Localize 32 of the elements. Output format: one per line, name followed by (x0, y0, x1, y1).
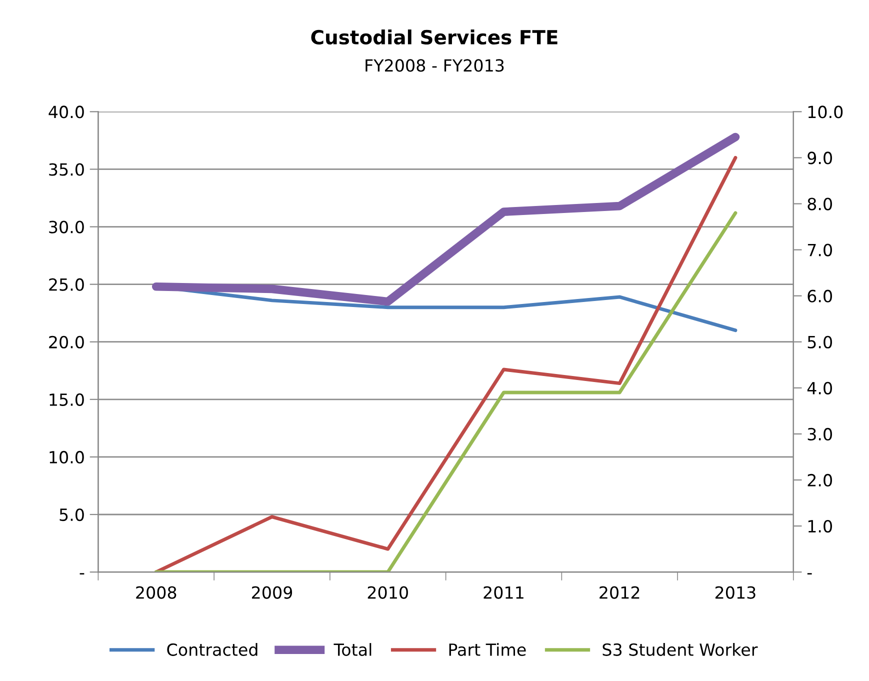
y2-tick-label: 6.0 (808, 290, 832, 302)
legend-label: S3 Student Worker (602, 643, 758, 656)
legend-label: Contracted (167, 643, 258, 656)
x-tick-label: 2012 (600, 586, 640, 599)
y2-tick-label: 2.0 (808, 474, 832, 487)
x-tick-label: 2009 (252, 586, 292, 599)
y2-tick-label: 9.0 (808, 152, 832, 164)
y-tick-label: 30.0 (49, 220, 84, 234)
y-tick-label: - (80, 573, 84, 574)
y-tick-label: 5.0 (60, 508, 84, 522)
y-tick-label: 15.0 (50, 393, 84, 406)
y-tick-label: 40.0 (48, 106, 84, 118)
y2-tick-label: 7.0 (808, 244, 832, 256)
y-tick-label: 20.0 (49, 336, 84, 348)
y-tick-label: 25.0 (49, 278, 84, 291)
x-tick-label: 2013 (715, 586, 756, 599)
chart-title: Custodial Services FTE (311, 29, 558, 45)
y2-tick-label: 3.0 (808, 428, 832, 440)
legend-label: Total (334, 643, 372, 656)
y2-tick-label: 5.0 (808, 336, 832, 348)
x-tick-label: 2010 (368, 586, 408, 599)
x-tick-label: 2011 (484, 586, 524, 599)
y2-tick-label: 4.0 (807, 382, 832, 394)
x-tick-label: 2008 (136, 586, 176, 599)
y2-tick-label: 10.0 (808, 106, 843, 118)
legend-label: Part Time (449, 643, 526, 656)
y-tick-label: 35.0 (49, 163, 84, 176)
chart-subtitle: FY2008 - FY2013 (366, 59, 504, 72)
y-tick-label: 10.0 (50, 450, 84, 464)
y2-tick-label: 1.0 (808, 520, 832, 533)
y2-tick-label: 8.0 (808, 198, 832, 210)
y2-tick-label: - (807, 573, 812, 574)
